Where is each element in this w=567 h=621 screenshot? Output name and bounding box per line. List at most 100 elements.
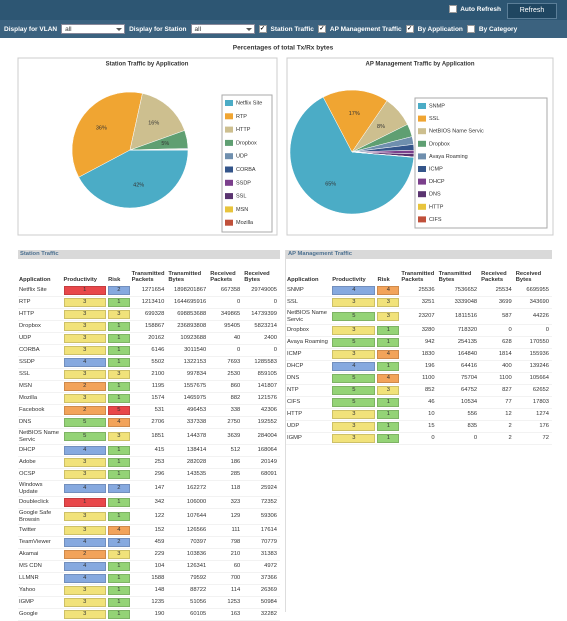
number: 2706: [131, 417, 168, 429]
checkbox[interactable]: [449, 5, 457, 13]
refresh-button[interactable]: Refresh: [507, 3, 557, 19]
number: 323: [209, 497, 243, 509]
legend-label: RTP: [236, 114, 247, 120]
risk: 3: [108, 370, 130, 379]
level-cell: 4: [63, 561, 108, 573]
number: 1644695916: [167, 297, 209, 309]
productivity: 3: [332, 298, 375, 307]
level-cell: 5: [63, 417, 108, 429]
number: 512: [209, 445, 243, 457]
vlan-select[interactable]: all: [61, 24, 125, 34]
auto-refresh[interactable]: Auto Refresh: [449, 5, 501, 13]
number: 31383: [243, 549, 280, 561]
productivity: 2: [64, 550, 107, 559]
legend-swatch: [418, 204, 426, 210]
number: 152: [131, 525, 168, 537]
number: 2400: [243, 333, 280, 345]
number: 126341: [167, 561, 209, 573]
risk: 1: [108, 470, 130, 479]
level-cell: 1: [376, 421, 400, 433]
number: 0: [480, 325, 515, 337]
risk: 2: [108, 286, 130, 295]
number: 667358: [209, 285, 243, 297]
level-cell: 1: [107, 585, 131, 597]
number: 37366: [243, 573, 280, 585]
productivity: 4: [64, 562, 107, 571]
risk: 2: [108, 484, 130, 493]
legend-label: Dropbox: [429, 141, 450, 147]
legend-label: ICMP: [429, 166, 443, 172]
number: 3011540: [167, 345, 209, 357]
risk: 1: [108, 334, 130, 343]
number: 111: [209, 525, 243, 537]
number: 1195: [131, 381, 168, 393]
number: 72352: [243, 497, 280, 509]
level-cell: 3: [63, 297, 108, 309]
number: 6695955: [515, 285, 552, 297]
legend-swatch: [418, 153, 426, 159]
risk: 1: [108, 598, 130, 607]
risk: 3: [108, 550, 130, 559]
number: 44226: [515, 309, 552, 325]
number: 284004: [243, 429, 280, 445]
number: 997834: [167, 369, 209, 381]
number: 210: [209, 549, 243, 561]
number: 1235: [131, 597, 168, 609]
level-cell: 3: [331, 297, 376, 309]
risk: 3: [108, 432, 130, 441]
number: 1271654: [131, 285, 168, 297]
number: 4972: [243, 561, 280, 573]
charts: Percentages of total Tx/Rx bytes Station…: [0, 40, 567, 245]
level-cell: 3: [63, 597, 108, 609]
application: Avaya Roaming: [286, 337, 331, 349]
productivity: 3: [64, 322, 107, 331]
level-cell: 3: [376, 385, 400, 397]
checkbox[interactable]: ✓: [406, 25, 414, 33]
number: 139246: [515, 361, 552, 373]
checkbox[interactable]: [467, 25, 475, 33]
legend-label: Mozilla: [236, 220, 254, 226]
number: 138414: [167, 445, 209, 457]
slice-label: 8%: [377, 124, 385, 130]
number: 337338: [167, 417, 209, 429]
number: 141807: [243, 381, 280, 393]
number: 107644: [167, 509, 209, 525]
level-cell: 3: [107, 369, 131, 381]
number: 70397: [167, 537, 209, 549]
legend-swatch: [418, 141, 426, 147]
level-cell: 1: [107, 445, 131, 457]
application: DNS: [18, 417, 63, 429]
risk: 1: [377, 422, 399, 431]
level-cell: 1: [107, 457, 131, 469]
number: 3251: [400, 297, 437, 309]
legend-label: CORBA: [236, 167, 256, 173]
legend-label: HTTP: [429, 204, 444, 210]
number: 2750: [209, 417, 243, 429]
risk: 3: [377, 312, 399, 321]
station-select[interactable]: all: [191, 24, 255, 34]
application: Google Safe Browsin: [18, 509, 63, 525]
application: UDP: [286, 421, 331, 433]
level-cell: 1: [107, 393, 131, 405]
number: 6146: [131, 345, 168, 357]
legend-swatch: [225, 100, 233, 106]
number: 0: [209, 297, 243, 309]
checkbox[interactable]: ✓: [318, 25, 326, 33]
checkbox[interactable]: ✓: [259, 25, 267, 33]
level-cell: 3: [63, 309, 108, 321]
legend-label: CIFS: [429, 217, 442, 223]
productivity: 4: [64, 446, 107, 455]
productivity: 4: [64, 358, 107, 367]
label: Auto Refresh: [460, 6, 501, 13]
number: 3639: [209, 429, 243, 445]
level-cell: 1: [107, 469, 131, 481]
number: 95405: [209, 321, 243, 333]
productivity: 3: [64, 526, 107, 535]
legend-label: SNMP: [429, 103, 445, 109]
